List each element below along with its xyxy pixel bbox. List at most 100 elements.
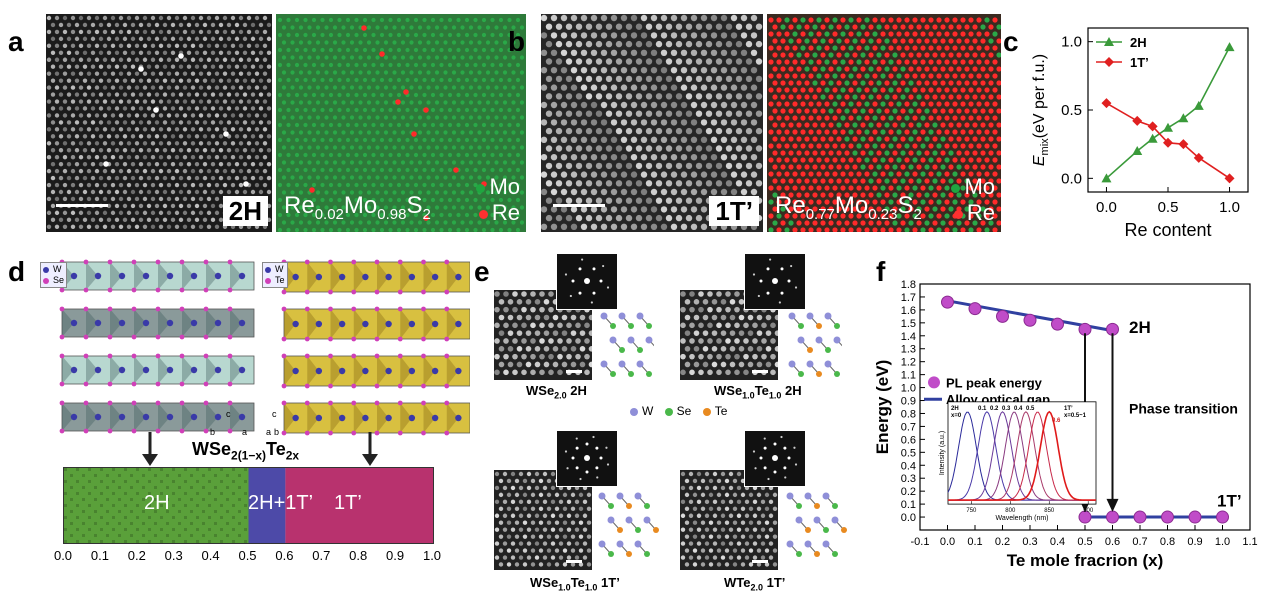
legend-w-se: W Se [40, 262, 68, 288]
model-atom-x [635, 527, 641, 533]
model-atom-w [616, 540, 624, 548]
inset-label: 0.2 [990, 406, 999, 412]
fft-spot [759, 279, 763, 283]
fft-spot [579, 477, 582, 481]
chart-f: -0.1 0.0 0.1 0.2 0.3 0.4 0.5 0.6 0.7 0.8 0.9 1.0 1.1… [876, 279, 1258, 570]
model-atom-w [806, 312, 814, 320]
fft-spot [571, 456, 575, 460]
phase-tick-label: 0.1 [90, 548, 109, 563]
polyhedral-layer [59, 353, 255, 387]
marker-2h [1224, 42, 1235, 52]
model-atom-x [807, 347, 813, 353]
annotation-phase-transition: Phase transition [1129, 400, 1238, 416]
fft-spot [769, 258, 772, 261]
bright-atom [243, 181, 249, 187]
phase-tick-label: 0.4 [201, 548, 220, 563]
x-tick-label-c: 0.0 [1096, 199, 1117, 216]
pl-point [968, 302, 982, 316]
crystal-structures-d [59, 259, 470, 436]
arrow-down-left [142, 432, 158, 466]
lattice-dots [541, 14, 763, 230]
x-tick-label-f: 0.3 [1022, 536, 1037, 548]
fft-spot [602, 264, 605, 268]
x-tick-label-f: 0.9 [1187, 536, 1202, 548]
mixed-atoms [768, 17, 1001, 232]
fft-spot [596, 476, 599, 479]
panel-label-b: b [508, 26, 526, 57]
model-atom-w [806, 360, 814, 368]
model-atom-w [625, 516, 633, 524]
polyhedral-layer [281, 306, 470, 342]
fft-spot [784, 476, 787, 479]
fft-spot [766, 291, 770, 295]
fft-spot [578, 267, 582, 271]
fft-spot [763, 466, 767, 470]
model-atom-w [643, 516, 651, 524]
fft-spot [752, 450, 756, 453]
inset-x-axis-label: Wavelength (nm) [995, 515, 1048, 522]
pl-point [1051, 317, 1064, 331]
pl-point [1133, 510, 1147, 524]
stem-e3 [494, 470, 592, 570]
y-tick-label-f: 0.2 [901, 486, 916, 498]
marker-1t [1132, 115, 1143, 126]
fft-spot [766, 267, 770, 271]
scale-bar [566, 370, 582, 373]
plot-frame-c [1087, 27, 1249, 193]
legend-mo-a: Mo [476, 176, 520, 198]
x-tick-label-f: 0.2 [995, 536, 1010, 548]
stem-image-b: 1T’ [541, 14, 763, 232]
stem-image-a: 2H [46, 14, 272, 232]
series-line-0 [1105, 46, 1231, 179]
caption-e2: WSe1.0Te1.0 2H [714, 383, 802, 401]
phase-tick-label: 0.7 [312, 548, 331, 563]
region-label-mixed: 2H+1T’ [248, 492, 314, 514]
model-e3 [598, 492, 659, 557]
marker-2h [1101, 173, 1112, 183]
fft-spot [790, 264, 793, 268]
fft-spot [783, 446, 787, 450]
inset-label: 0.4 [1014, 406, 1023, 412]
y-tick-label-f: 0.9 [901, 396, 916, 408]
fft-spot [605, 446, 608, 449]
inset-label: 2H [951, 406, 959, 412]
pl-point [1188, 510, 1202, 524]
phase-bar: 2H 2H+1T’ 1T’ [63, 467, 434, 544]
marker-1t [1224, 173, 1235, 184]
x-tick-label-f: 0.7 [1132, 536, 1147, 548]
x-tick-label-f: 1.1 [1242, 536, 1257, 548]
x-axis-label-c: Re content [1124, 220, 1211, 240]
marker-2h [1193, 100, 1204, 110]
model-atom-x [646, 371, 652, 377]
fft-spot [793, 446, 796, 449]
x-tick-label-f: 0.6 [1105, 536, 1120, 548]
inset-y-axis-label: Intensity (a.u.) [939, 431, 946, 475]
y-tick-label-f: 0.0 [901, 512, 916, 524]
model-atom-x [610, 371, 616, 377]
model-atom-x [816, 371, 822, 377]
y-tick-label-c: 0.5 [1061, 102, 1082, 119]
stem-lattice-b [541, 14, 763, 230]
y-tick-label-f: 1.7 [901, 292, 916, 304]
fft-spot [780, 291, 784, 295]
panel-label-d: d [8, 256, 26, 287]
phase-diagram-title: WSe2(1−x)Te2x [192, 439, 300, 463]
fft-center [584, 278, 590, 284]
phase-tick-label: 0.5 [238, 548, 257, 563]
legend-re-a: Re [478, 202, 520, 224]
fft-e3 [556, 430, 618, 487]
model-atom-x [805, 527, 811, 533]
x-tick-label-f: -0.1 [911, 536, 930, 548]
polyhedral-layer [59, 400, 255, 434]
fft-spot [592, 435, 595, 439]
model-atom-w [616, 492, 624, 500]
y-tick-label-f: 1.4 [901, 331, 916, 343]
marker-2h [1178, 113, 1189, 123]
model-atom-x [834, 371, 840, 377]
y-tick-label-f: 0.8 [901, 408, 916, 420]
fft-spot [773, 470, 777, 474]
fft-spot [794, 463, 798, 466]
legend-label-0: 2H [1130, 35, 1147, 50]
polyhedral-layer [59, 259, 255, 293]
fft-spot [571, 279, 575, 283]
